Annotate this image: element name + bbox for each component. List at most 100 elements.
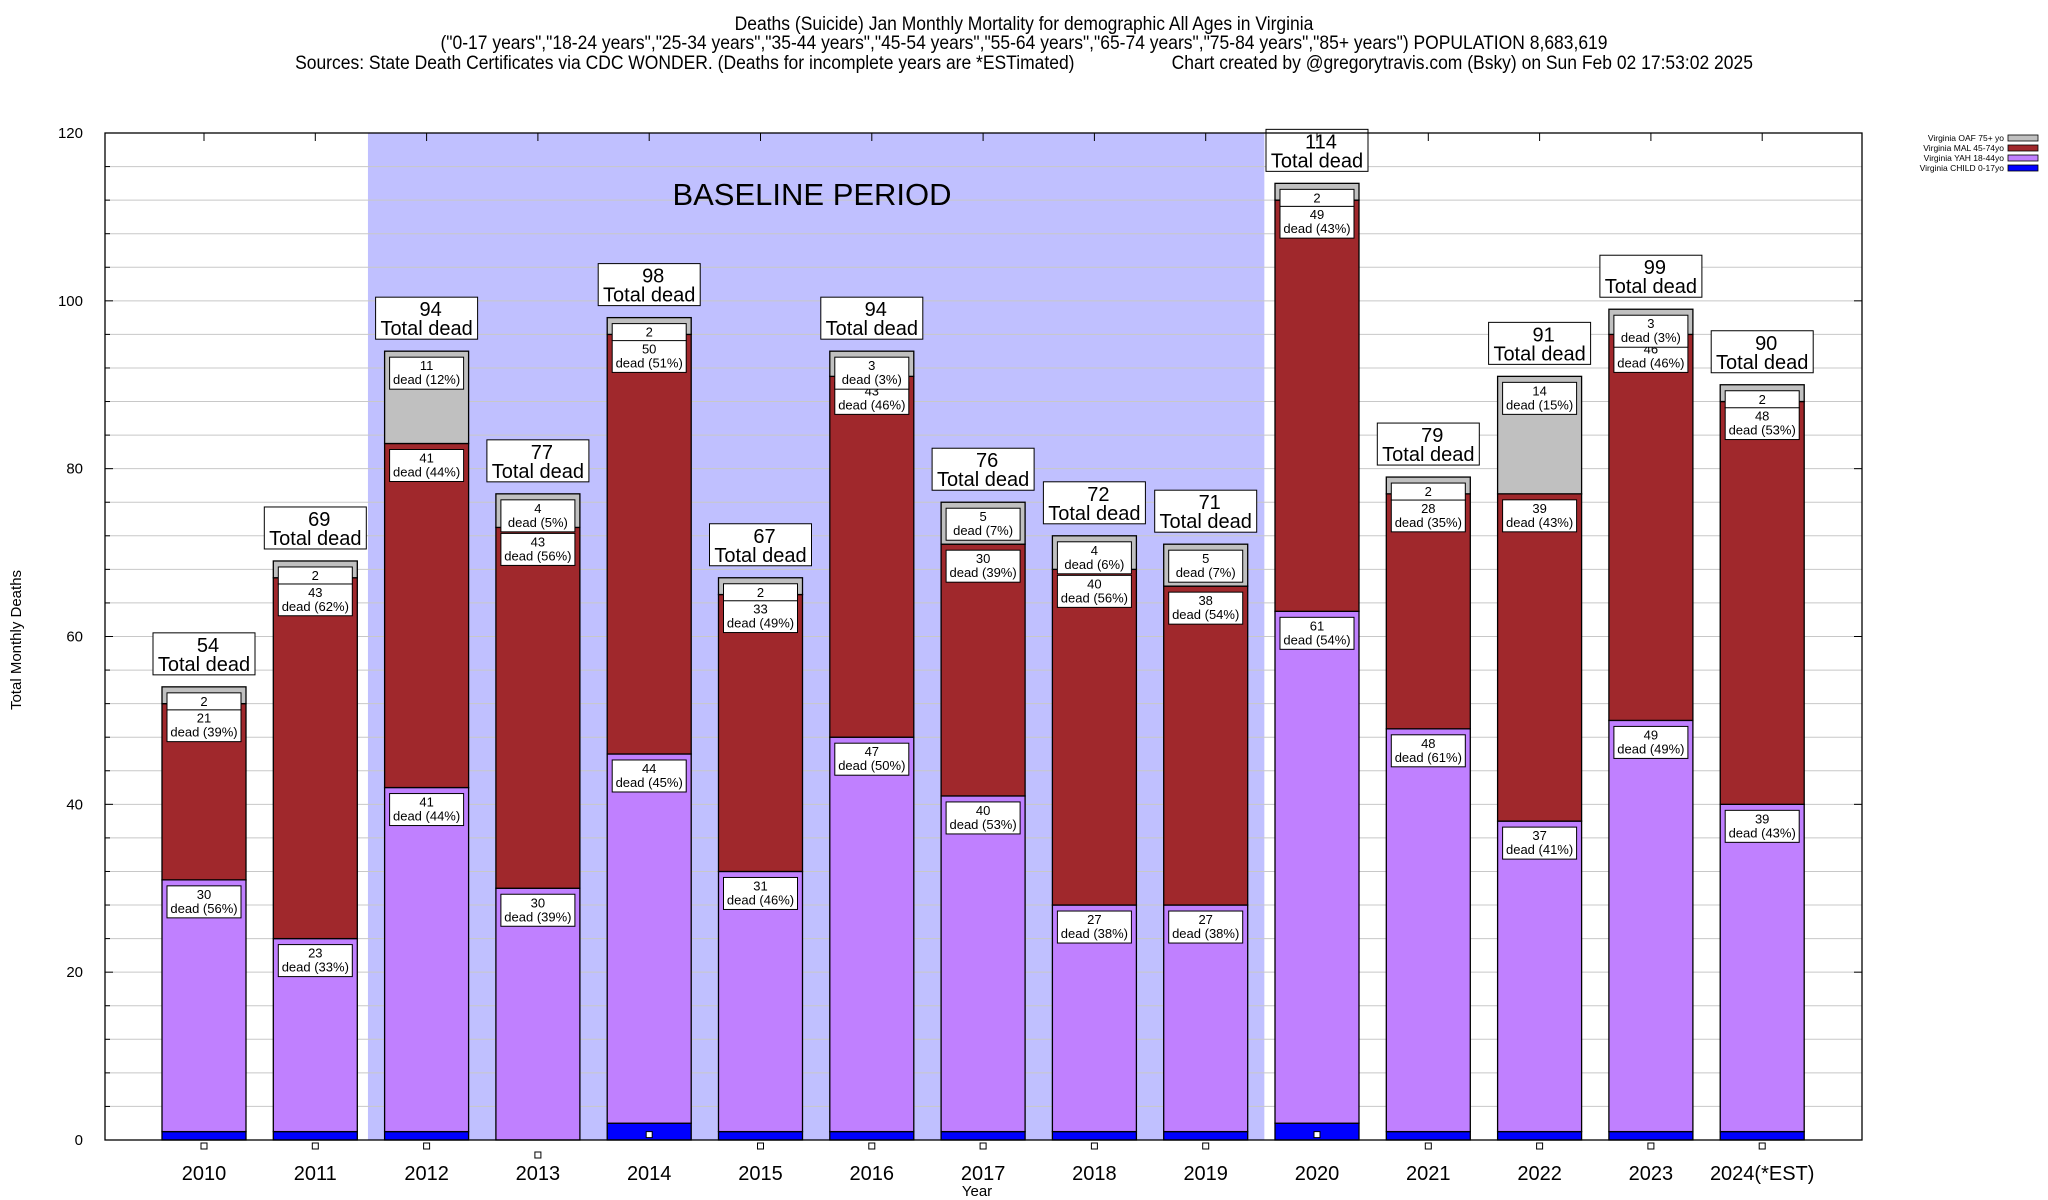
x-tick-label: 2023 [1629,1163,1674,1185]
bar-stack [1608,308,1694,1141]
bar-stack [383,350,470,1141]
y-tick-label: 60 [66,629,83,646]
child-value-marker [1202,1142,1210,1150]
bar-segment-mal [272,577,358,940]
segment-label-box [166,885,242,919]
segment-share: dead (5%) [508,515,568,530]
x-tick-label: 2011 [294,1163,337,1185]
bar-segment-child [1608,1130,1694,1141]
x-tick-label: 2017 [961,1163,1006,1185]
x-tick-label: 2016 [850,1163,895,1185]
bar-segment-yah [717,870,804,1133]
bars-layer [161,182,1805,1141]
segment-label-box [834,356,910,390]
segment-value: 2 [757,585,764,600]
bar-segment-child [940,1130,1026,1141]
total-label-box [486,439,590,483]
legend-label: Virginia YAH 18-44yo [1924,153,2005,163]
segment-label-box [500,893,576,927]
child-value-marker [1758,1142,1766,1150]
segment-label-box [1279,188,1355,207]
segment-share: dead (3%) [1621,330,1681,345]
bar-stack [1163,543,1249,1141]
segment-value: 2 [1759,392,1766,407]
segment-share: dead (53%) [1729,423,1796,438]
y-axis-label: Total Monthly Deaths [8,570,25,710]
segment-share: dead (49%) [727,616,794,631]
total-label-box [263,506,367,550]
total-suffix: Total dead [826,318,918,340]
bar-segment-yah [1274,610,1360,1124]
bar-segment-child [829,1130,915,1141]
child-value-marker [1536,1142,1544,1150]
segment-label-box [1056,574,1132,608]
total-label-box [709,523,812,567]
segment-value: 37 [1532,828,1546,843]
y-tick-label: 80 [66,461,83,478]
segment-label-box [166,692,242,711]
bar-stack [1385,476,1471,1141]
bar-segment-mal [495,526,581,889]
legend-swatch [2007,164,2039,172]
segment-label: 2 [1390,482,1466,501]
bar-segment-yah [495,887,581,1141]
segment-share: dead (44%) [393,809,460,824]
segment-value: 2 [1313,190,1320,205]
total-value: 54 [197,635,219,657]
segment-label-box [277,583,353,617]
segment-label-box [611,759,687,793]
total-suffix: Total dead [1382,444,1474,466]
segment-label-box [1056,541,1132,575]
segment-share: dead (46%) [727,892,794,907]
segment-label-box [723,600,798,634]
segment-share: dead (44%) [393,464,460,479]
x-tick-label: 2020 [1295,1163,1340,1185]
y-tick-label: 100 [58,293,83,310]
child-value-marker [979,1142,987,1150]
chart-title: Deaths (Suicide) Jan Monthly Mortality f… [734,14,1314,35]
segment-share: dead (51%) [616,355,683,370]
segment-label: 2 [611,323,687,342]
bar-stack [1051,535,1138,1141]
y-tick-label: 20 [66,964,83,981]
bar-segment-mal [1274,199,1360,612]
total-suffix: Total dead [1048,503,1140,525]
total-label-box [1042,481,1146,525]
y-tick-label: 40 [66,796,83,813]
segment-value: 3 [1647,316,1654,331]
bar-segment-mal [1719,400,1805,805]
segment-share: dead (54%) [1283,632,1350,647]
bar-segment-mal [717,593,804,873]
x-tick-label: 2024(*EST) [1710,1163,1815,1185]
segment-label-box [277,944,353,978]
axis-layer: 0 20 40 60 80 100 120 2010 2011 2012 2013 2014 2015 2… [58,125,1863,1185]
total-value: 76 [976,450,998,472]
segment-share: dead (12%) [393,372,460,387]
bar-segment-yah [383,786,470,1133]
total-value: 67 [753,526,775,548]
segment-label-box [1724,809,1800,843]
bar-segment-mal [606,333,692,755]
total-value: 114 [1305,131,1337,153]
segment-label-box [611,339,687,373]
total-value: 79 [1421,425,1443,447]
bar-segment-mal [829,375,915,738]
total-value: 90 [1755,333,1777,355]
